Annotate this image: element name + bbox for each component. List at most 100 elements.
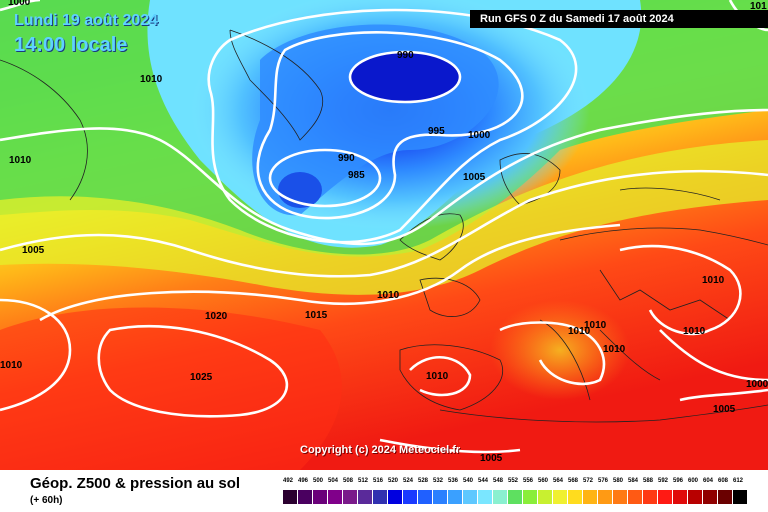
isobar-labels: 990 995 1000 990 985 1005 1010 1010 1005…: [0, 0, 768, 464]
scale-swatch: [328, 490, 342, 504]
low-center-990: [350, 52, 460, 102]
copyright-notice: Copyright (c) 2024 Meteociel.fr: [300, 444, 461, 456]
scale-label: 504: [327, 478, 338, 484]
scale-swatch: [373, 490, 387, 504]
scale-label: 608: [717, 478, 728, 484]
isobar-label: 1010: [568, 326, 591, 337]
scale-swatch: [583, 490, 597, 504]
hot-atlantic: [0, 307, 342, 470]
scale-label: 600: [687, 478, 698, 484]
scale-swatch: [313, 490, 327, 504]
isobar-label: 1005: [480, 453, 503, 464]
scale-swatch: [493, 490, 507, 504]
scale-label: 528: [417, 478, 428, 484]
scale-swatch: [448, 490, 462, 504]
scale-swatch: [508, 490, 522, 504]
scale-swatch: [568, 490, 582, 504]
scale-label: 592: [657, 478, 668, 484]
scale-swatch: [403, 490, 417, 504]
isobar-label: 1010: [140, 74, 163, 85]
scale-swatch: [478, 490, 492, 504]
scale-swatch: [418, 490, 432, 504]
scale-label: 548: [492, 478, 503, 484]
scale-label: 508: [342, 478, 353, 484]
isobar-label: 995: [428, 126, 445, 137]
isobar-label: 1010: [683, 326, 706, 337]
scale-swatch: [598, 490, 612, 504]
isobar-label: 1000: [468, 130, 491, 141]
weather-map: 990 995 1000 990 985 1005 1010 1010 1005…: [0, 0, 768, 470]
isobar-label: 985: [348, 170, 365, 181]
scale-swatch: [673, 490, 687, 504]
model-run-banner: Run GFS 0 Z du Samedi 17 août 2024: [470, 10, 768, 28]
scale-label: 492: [282, 478, 293, 484]
isobar-label: 1010: [702, 275, 725, 286]
scale-label: 520: [387, 478, 398, 484]
isobar-label: 1010: [426, 371, 449, 382]
forecast-hour: (+ 60h): [30, 495, 63, 506]
scale-swatch: [343, 490, 357, 504]
isobar-label: 1025: [190, 372, 213, 383]
warm-bubble: [490, 300, 630, 400]
scale-swatch: [298, 490, 312, 504]
isobar-label: 1010: [9, 155, 32, 166]
scale-swatch: [658, 490, 672, 504]
isobar-label: 1010: [584, 320, 607, 331]
isobar-label: 1020: [205, 311, 228, 322]
isobar-label: 1005: [463, 172, 486, 183]
scale-label: 552: [507, 478, 518, 484]
yellow-band: [0, 140, 768, 295]
scale-label: 604: [702, 478, 713, 484]
isobar-label: 1010: [0, 360, 23, 371]
forecast-time: 14:00 locale: [14, 34, 128, 56]
isobar-label: 990: [397, 50, 414, 61]
isobar-label: 101: [750, 1, 767, 12]
scale-swatch: [433, 490, 447, 504]
scale-label: 512: [357, 478, 368, 484]
scale-label: 612: [732, 478, 743, 484]
scale-label: 500: [312, 478, 323, 484]
isobar-label: 1005: [22, 245, 45, 256]
scale-swatch: [463, 490, 477, 504]
product-title: Géop. Z500 & pression au sol: [30, 475, 241, 492]
scale-swatch: [523, 490, 537, 504]
scale-swatch: [718, 490, 732, 504]
scale-swatch: [358, 490, 372, 504]
forecast-date: Lundi 19 août 2024: [14, 12, 159, 29]
scale-label: 568: [567, 478, 578, 484]
scale-label: 544: [477, 478, 488, 484]
isobar-label: 1015: [305, 310, 328, 321]
scale-swatch: [553, 490, 567, 504]
scale-swatch: [388, 490, 402, 504]
isobar-label: 990: [338, 153, 355, 164]
map-footer: Géop. Z500 & pression au sol (+ 60h) 492…: [0, 470, 768, 512]
scale-label: 596: [672, 478, 683, 484]
isobar-label: 1010: [377, 290, 400, 301]
scale-label: 588: [642, 478, 653, 484]
scale-swatch: [538, 490, 552, 504]
scale-label: 560: [537, 478, 548, 484]
scale-swatch: [703, 490, 717, 504]
scale-label: 564: [552, 478, 563, 484]
scale-swatch: [628, 490, 642, 504]
isobar-label: 1000: [8, 0, 31, 8]
scale-label: 524: [402, 478, 413, 484]
color-scale: 492 496 500 504 508 512 516 520 524 528 532 536 540 5…: [282, 470, 752, 510]
scale-swatch: [733, 490, 747, 504]
isobar-label: 1000: [746, 379, 768, 390]
scale-swatch: [688, 490, 702, 504]
scale-label: 572: [582, 478, 593, 484]
scale-label: 540: [462, 478, 473, 484]
scale-swatch: [643, 490, 657, 504]
isobar-label: 1005: [713, 404, 736, 415]
scale-label: 576: [597, 478, 608, 484]
scale-label: 532: [432, 478, 443, 484]
scale-label: 516: [372, 478, 383, 484]
scale-swatch: [613, 490, 627, 504]
scale-label: 556: [522, 478, 533, 484]
coastlines: [0, 29, 768, 423]
scale-label: 580: [612, 478, 623, 484]
scale-label: 584: [627, 478, 638, 484]
scale-label: 536: [447, 478, 458, 484]
scale-swatch: [283, 490, 297, 504]
